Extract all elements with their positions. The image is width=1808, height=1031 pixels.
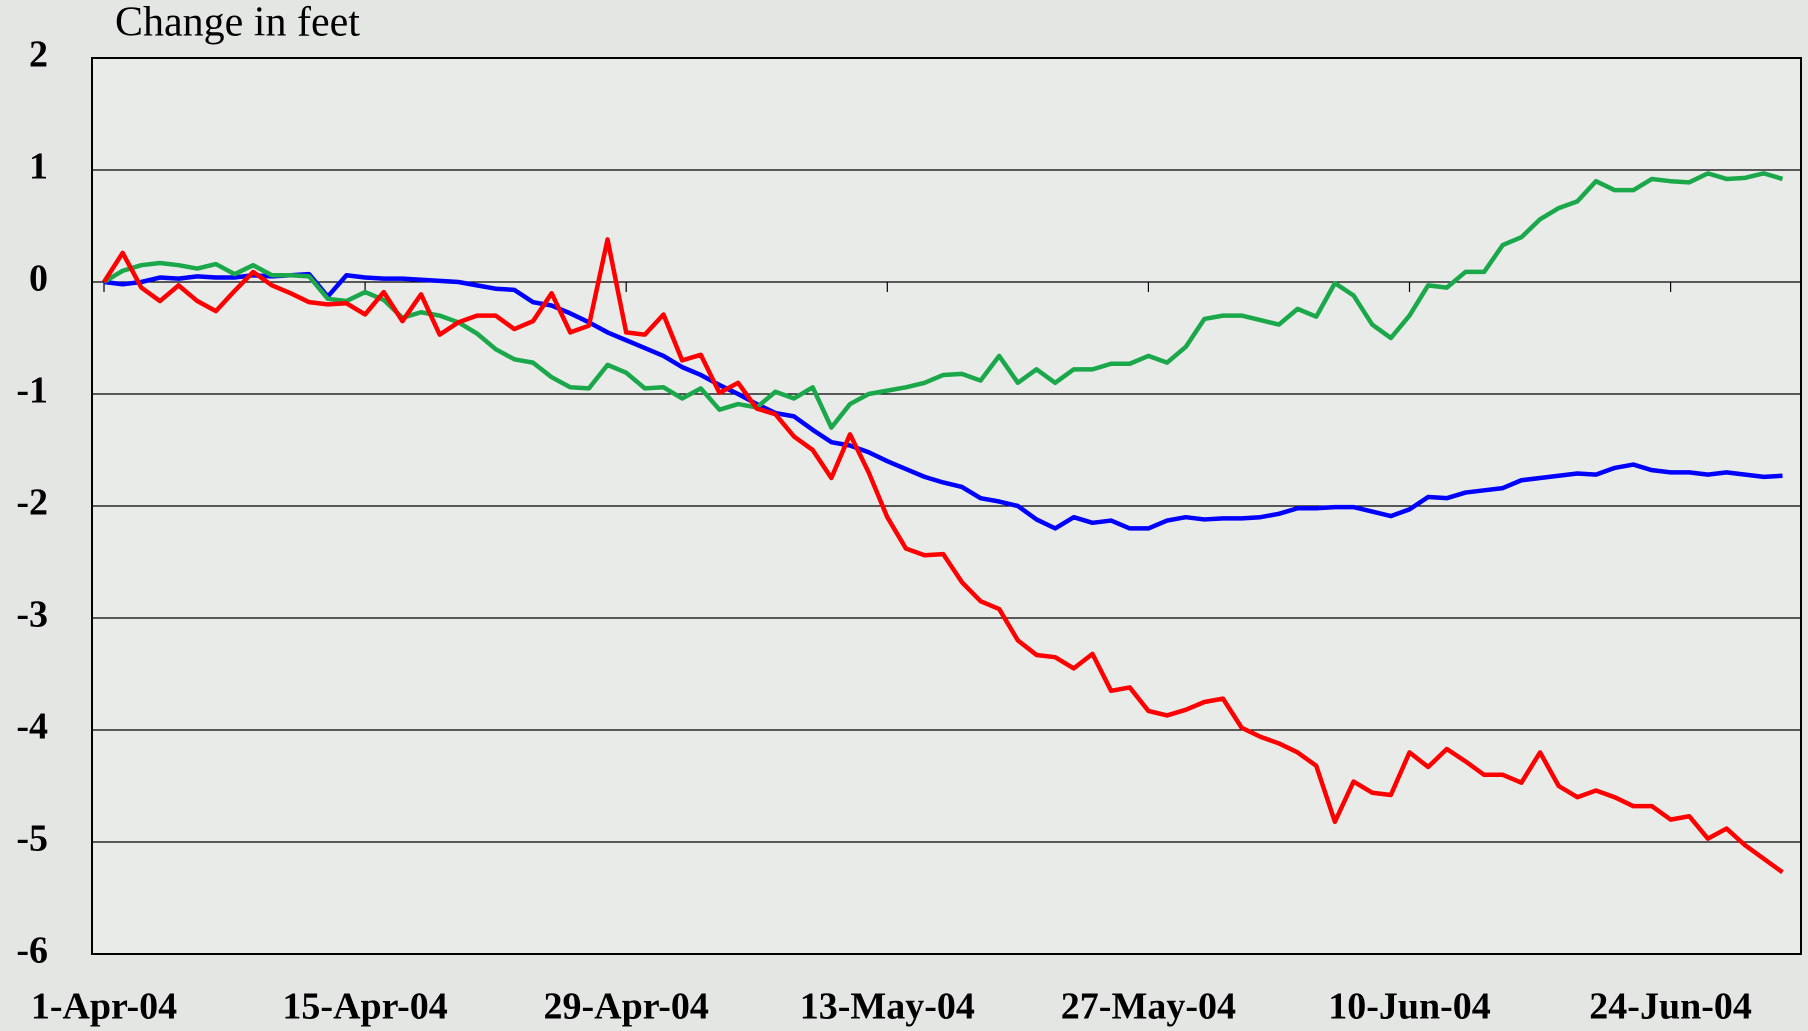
- y-tick-label: -3: [16, 594, 48, 636]
- plot-frame: [91, 57, 1802, 955]
- y-tick-label: -2: [16, 482, 48, 524]
- data-line: [103, 271, 1783, 531]
- data-line: [102, 171, 1784, 430]
- y-tick-label: -5: [16, 818, 48, 860]
- x-tick-label: 29-Apr-04: [544, 986, 709, 1028]
- data-line: [102, 237, 1784, 875]
- x-tick-label: 15-Apr-04: [282, 986, 447, 1028]
- y-tick-label: 1: [29, 146, 48, 188]
- y-axis-label: Change in feet: [115, 0, 360, 46]
- y-tick-label: -6: [16, 930, 48, 972]
- y-tick-label: -1: [16, 370, 48, 412]
- x-tick-label: 1-Apr-04: [31, 986, 177, 1028]
- y-tick-label: -4: [16, 706, 48, 748]
- x-tick-label: 13-May-04: [800, 986, 975, 1028]
- y-tick-label: 0: [29, 258, 48, 300]
- y-tick-label: 2: [29, 34, 48, 76]
- x-tick-label: 24-Jun-04: [1589, 986, 1752, 1028]
- x-tick-label: 27-May-04: [1061, 986, 1236, 1028]
- x-tick-label: 10-Jun-04: [1328, 986, 1491, 1028]
